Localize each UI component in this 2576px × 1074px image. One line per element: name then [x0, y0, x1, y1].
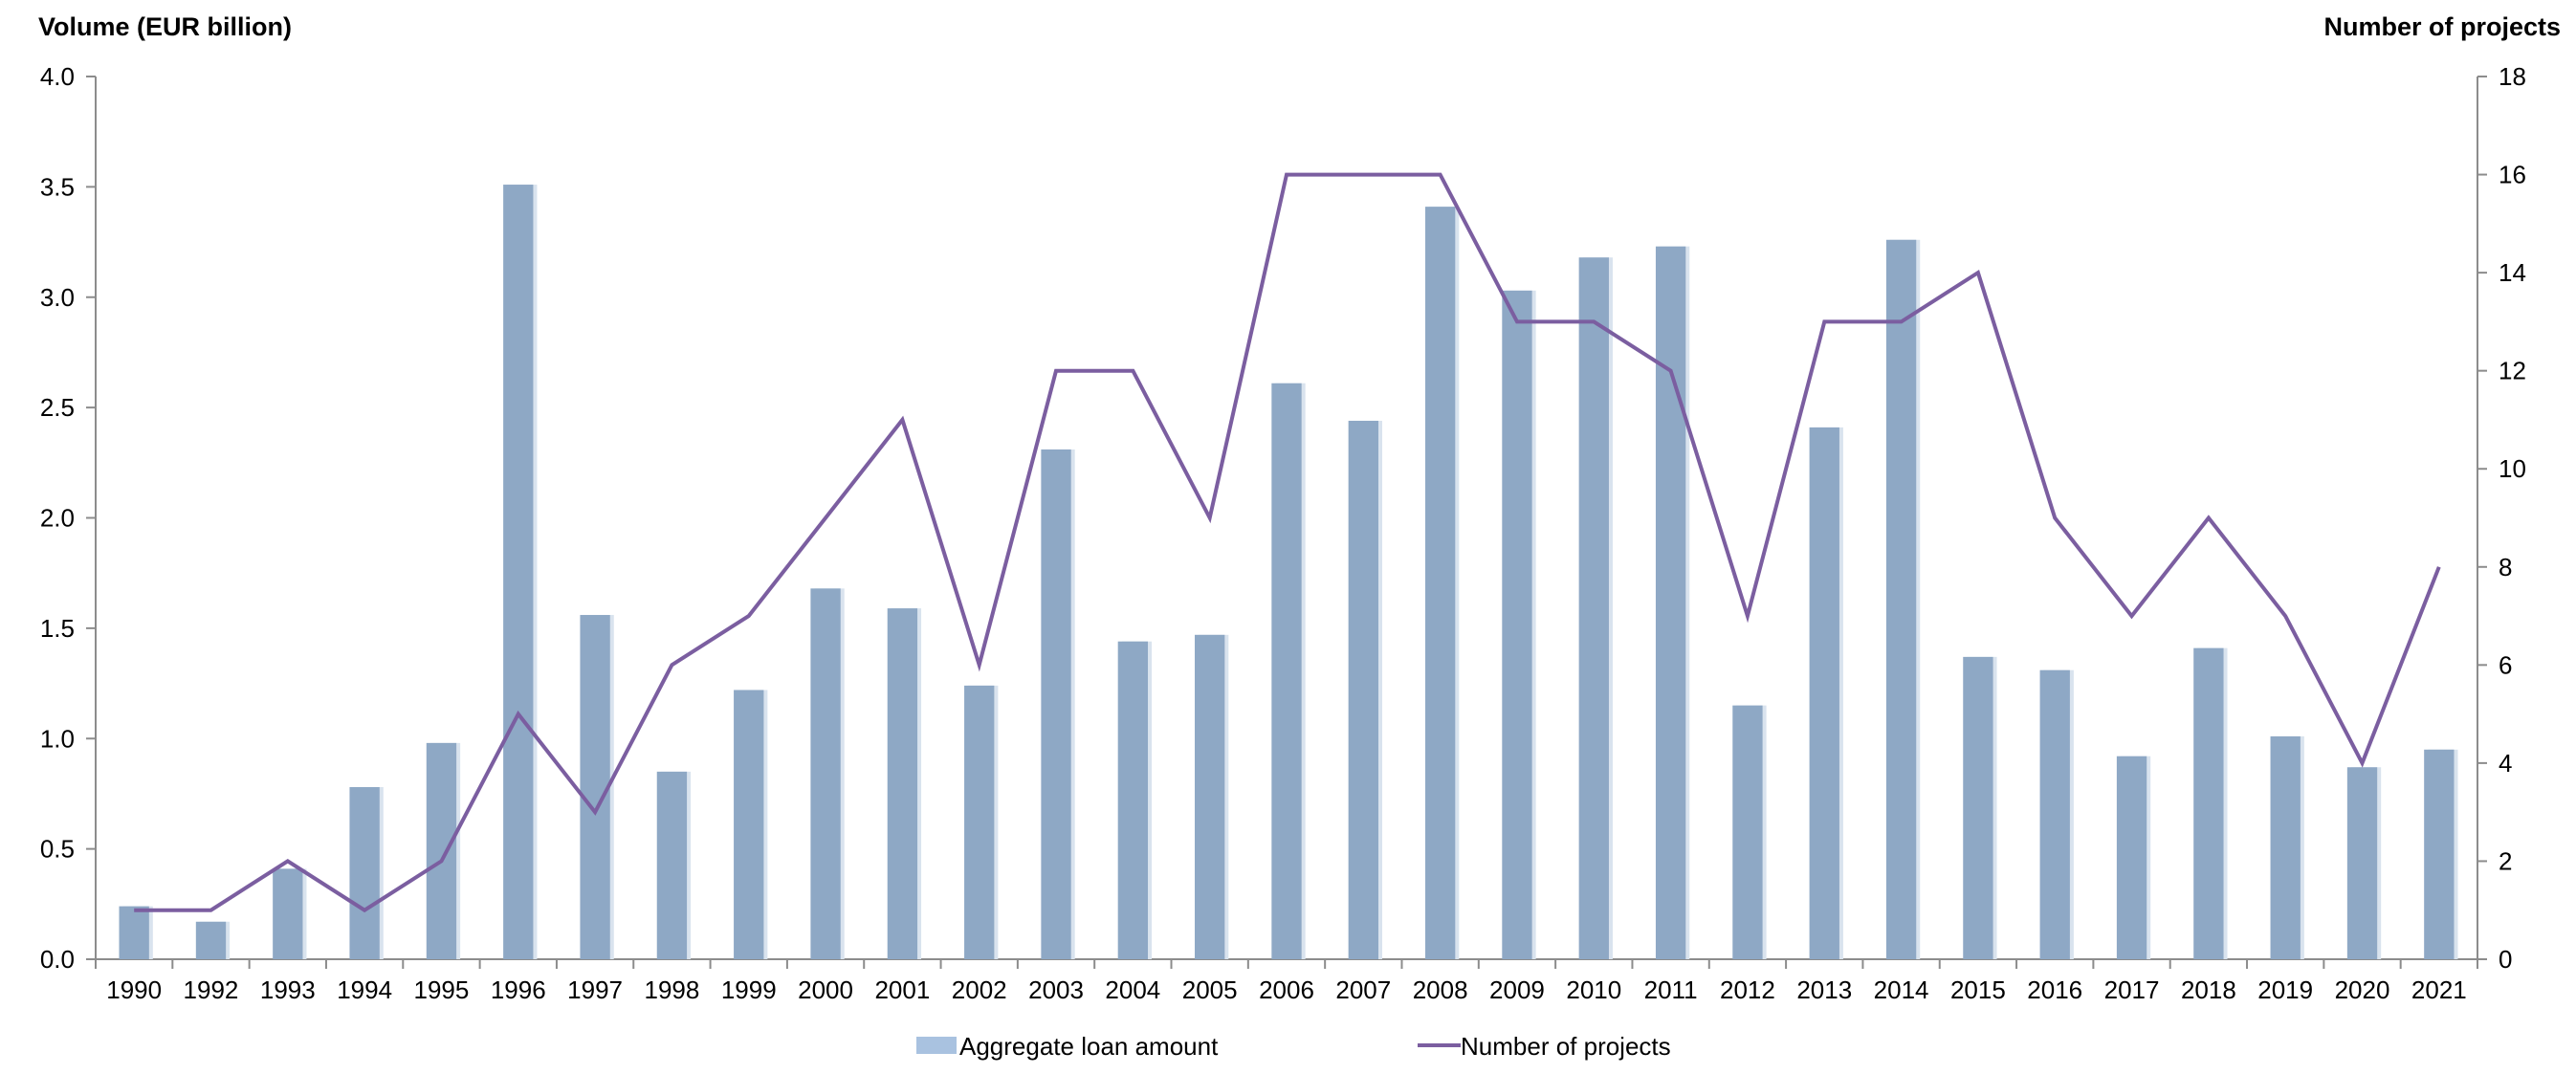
right-tick-label: 2	[2499, 846, 2512, 875]
x-tick-label: 2021	[2411, 975, 2467, 1004]
legend-bar-swatch	[916, 1037, 957, 1054]
loan-amount-bar	[656, 771, 688, 959]
right-tick-label: 0	[2499, 945, 2512, 974]
bar-series	[119, 185, 2458, 960]
loan-amount-bar	[1502, 290, 1532, 959]
x-tick-label: 1992	[184, 975, 239, 1004]
loan-amount-bar	[503, 185, 534, 959]
left-tick-label: 0.0	[40, 945, 75, 974]
right-axis-title: Number of projects	[2323, 12, 2561, 41]
right-tick-label: 8	[2499, 553, 2512, 581]
left-tick-label: 2.5	[40, 393, 75, 422]
x-tick-label: 2007	[1335, 975, 1391, 1004]
right-tick-label: 10	[2499, 454, 2526, 483]
loan-amount-bar	[2346, 767, 2378, 959]
x-tick-label: 2002	[952, 975, 1007, 1004]
loan-amount-bar	[349, 787, 380, 959]
x-tick-label: 2013	[1796, 975, 1852, 1004]
loan-amount-bar	[887, 608, 918, 959]
loan-amount-bar	[1348, 420, 1378, 960]
left-tick-label: 1.5	[40, 614, 75, 643]
loan-amount-bar	[2193, 647, 2224, 959]
loan-amount-bar	[1732, 705, 1763, 959]
right-tick-label: 4	[2499, 749, 2512, 778]
loan-amount-bar	[1963, 656, 1993, 959]
left-tick-label: 3.5	[40, 172, 75, 201]
x-tick-label: 2003	[1028, 975, 1084, 1004]
right-tick-label: 14	[2499, 258, 2526, 287]
x-tick-label: 2005	[1182, 975, 1238, 1004]
x-tick-label: 1996	[491, 975, 546, 1004]
x-tick-label: 1990	[106, 975, 162, 1004]
x-tick-label: 2020	[2335, 975, 2390, 1004]
loan-amount-bar	[2424, 749, 2455, 959]
x-tick-label: 2010	[1566, 975, 1621, 1004]
x-tick-label: 1995	[414, 975, 470, 1004]
left-tick-label: 4.0	[40, 62, 75, 91]
x-tick-label: 2017	[2104, 975, 2160, 1004]
x-tick-label: 2015	[1950, 975, 2006, 1004]
loan-amount-bar	[119, 906, 149, 959]
loan-amount-bar	[810, 588, 841, 959]
loan-amount-bar	[426, 742, 457, 959]
loan-amount-bar	[1578, 257, 1609, 960]
x-tick-label: 2011	[1644, 975, 1698, 1004]
right-tick-label: 18	[2499, 62, 2526, 91]
loan-amount-bar	[580, 615, 610, 959]
right-tick-label: 6	[2499, 650, 2512, 679]
loan-amount-bar	[273, 868, 303, 959]
left-tick-label: 2.0	[40, 504, 75, 533]
right-tick-label: 16	[2499, 161, 2526, 189]
x-tick-label: 2016	[2027, 975, 2082, 1004]
loan-amount-bar	[1195, 634, 1225, 959]
x-tick-label: 2008	[1413, 975, 1468, 1004]
tick-labels: 0.0 0.5 1.0 1.5 2.0 2.5 3.0 3.5 4.0 0 2 4 6 8 10 12 14 16…	[40, 62, 2526, 1004]
x-tick-label: 1998	[644, 975, 699, 1004]
x-tick-label: 2004	[1105, 975, 1160, 1004]
x-tick-label: 1999	[721, 975, 777, 1004]
x-tick-label: 2019	[2257, 975, 2313, 1004]
loan-amount-bar	[734, 690, 764, 959]
loan-amount-bar	[2039, 669, 2070, 959]
loan-amount-bar	[1271, 383, 1302, 959]
left-tick-label: 0.5	[40, 835, 75, 864]
loan-amount-bar	[195, 921, 227, 959]
right-tick-label: 12	[2499, 357, 2526, 385]
loan-amount-bar	[1424, 207, 1456, 959]
loan-amount-bar	[1809, 427, 1839, 960]
legend: Aggregate loan amount Number of projects	[916, 1032, 1671, 1061]
x-tick-label: 2014	[1874, 975, 1929, 1004]
x-tick-label: 2000	[798, 975, 853, 1004]
loan-amount-bar	[1885, 239, 1917, 959]
loan-amount-bar	[2270, 735, 2301, 959]
x-tick-label: 2012	[1720, 975, 1775, 1004]
x-tick-label: 2006	[1259, 975, 1314, 1004]
loan-amount-bar	[1117, 641, 1149, 959]
legend-label-loan-amount: Aggregate loan amount	[959, 1032, 1219, 1061]
left-tick-label: 3.0	[40, 283, 75, 312]
loan-amount-bar	[2116, 756, 2147, 959]
legend-label-projects: Number of projects	[1461, 1032, 1671, 1061]
loan-amount-bar	[1041, 449, 1071, 959]
x-tick-label: 1994	[337, 975, 392, 1004]
x-tick-label: 2009	[1489, 975, 1545, 1004]
line-series	[134, 172, 2441, 913]
loan-amount-bar	[964, 685, 995, 959]
x-tick-label: 1993	[260, 975, 316, 1004]
left-tick-label: 1.0	[40, 724, 75, 753]
loan-amount-bar	[1655, 246, 1686, 959]
x-tick-label: 2001	[874, 975, 930, 1004]
x-tick-label: 1997	[567, 975, 623, 1004]
x-tick-label: 2018	[2181, 975, 2236, 1004]
left-axis-title: Volume (EUR billion)	[38, 12, 292, 41]
projects-line	[134, 172, 2441, 913]
